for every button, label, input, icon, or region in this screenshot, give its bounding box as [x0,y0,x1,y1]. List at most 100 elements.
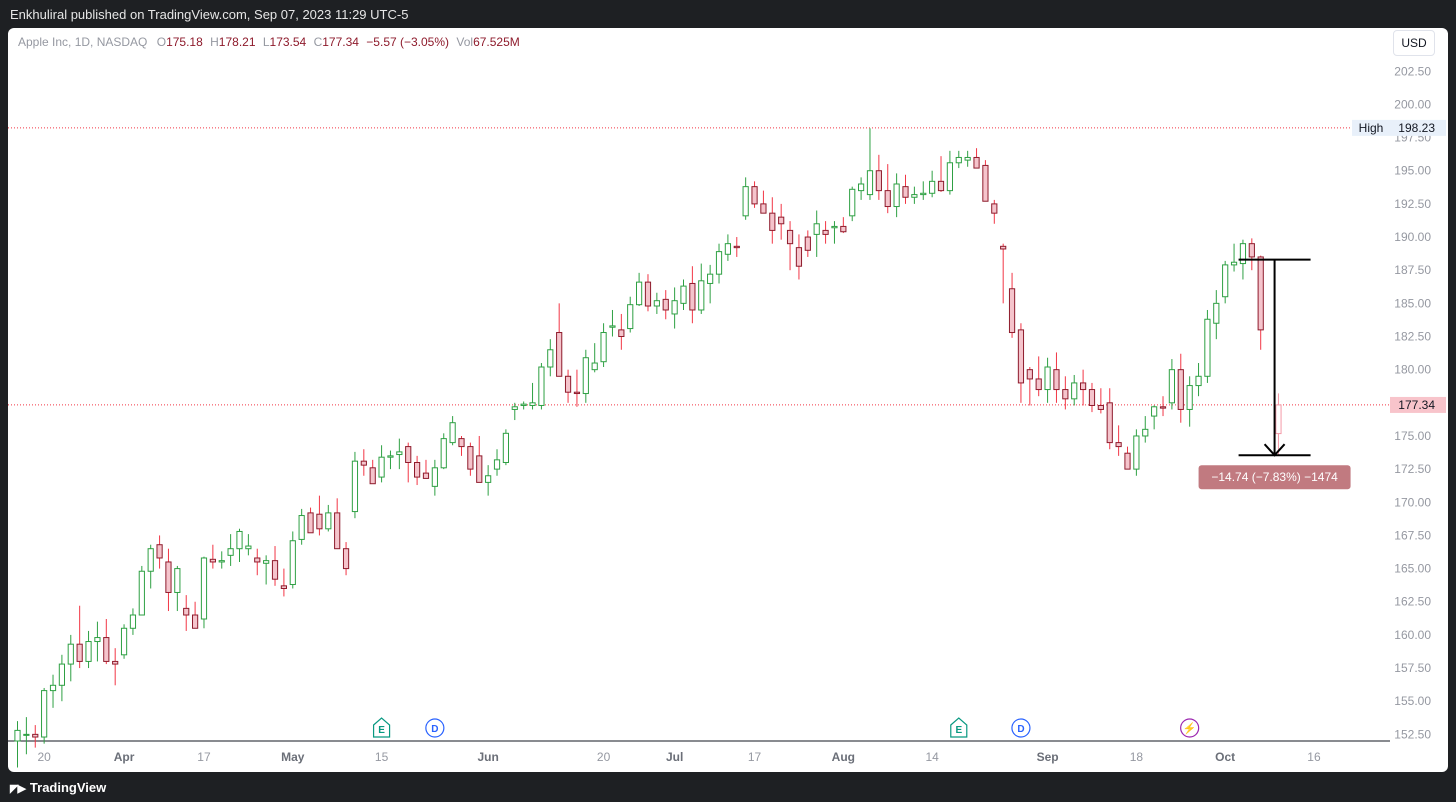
candle-body[interactable] [200,557,208,620]
candle-body[interactable] [840,225,847,233]
candle-body[interactable] [760,203,767,214]
candle-body[interactable] [1097,404,1104,410]
candle-body[interactable] [1008,288,1016,334]
candle-body[interactable] [192,614,199,629]
candle-body[interactable] [378,456,385,478]
candle-body[interactable] [511,406,518,410]
candle-body[interactable] [520,403,527,406]
candle-body[interactable] [41,690,48,738]
candle-body[interactable] [1142,428,1149,437]
candle-body[interactable] [120,627,128,656]
candle-body[interactable] [351,460,359,513]
candle-body[interactable] [955,156,962,164]
candle-body[interactable] [742,186,749,217]
candle-body[interactable] [1177,369,1184,410]
candle-body[interactable] [875,170,882,192]
candle-body[interactable] [627,304,634,330]
candle-body[interactable] [902,186,909,198]
candle-body[interactable] [280,585,287,589]
candle-body[interactable] [982,164,989,202]
candle-body[interactable] [946,162,953,192]
candle-body[interactable] [564,375,572,393]
candle-body[interactable] [360,460,367,466]
earnings-icon[interactable] [950,717,968,738]
candle-body[interactable] [103,637,110,662]
candle-body[interactable] [786,229,794,245]
candle-body[interactable] [529,402,536,406]
candle-body[interactable] [636,281,643,306]
candle-body[interactable] [1257,256,1264,331]
candle-body[interactable] [724,243,731,255]
candle-body[interactable] [67,643,74,665]
candle-body[interactable] [831,225,838,229]
event-icon[interactable] [1180,718,1200,738]
candle-body[interactable] [911,194,918,198]
candle-body[interactable] [538,366,545,406]
candle-body[interactable] [769,212,776,231]
candle-body[interactable] [147,548,154,572]
candle-body[interactable] [884,190,891,208]
candle-body[interactable] [973,156,980,169]
candle-body[interactable] [23,733,30,736]
candle-body[interactable] [653,300,660,307]
candle-body[interactable] [618,329,625,338]
candle-body[interactable] [1088,389,1096,406]
candle-body[interactable] [387,455,394,458]
candle-body[interactable] [342,548,350,570]
candle-body[interactable] [174,568,181,593]
candle-body[interactable] [449,422,456,444]
candle-body[interactable] [458,438,465,448]
candle-body[interactable] [1124,452,1131,470]
candle-body[interactable] [1133,435,1140,470]
candle-body[interactable] [245,545,252,550]
candle-body[interactable] [138,570,145,616]
candle-body[interactable] [893,183,900,208]
candle-body[interactable] [547,349,554,368]
candle-body[interactable] [778,216,785,225]
candle-body[interactable] [822,229,829,235]
candle-body[interactable] [733,245,740,249]
candle-body[interactable] [485,475,492,483]
candle-body[interactable] [58,663,65,686]
candle-body[interactable] [32,733,39,738]
candle-body[interactable] [94,637,101,643]
candle-body[interactable] [49,684,57,692]
dividend-icon[interactable] [1011,718,1031,738]
candle-body[interactable] [129,614,137,629]
candle-body[interactable] [680,285,687,304]
candle-body[interactable] [1044,366,1051,391]
candle-body[interactable] [858,183,865,192]
candle-body[interactable] [591,362,598,371]
candle-body[interactable] [112,660,119,665]
candle-body[interactable] [476,455,483,483]
candle-body[interactable] [156,544,163,559]
candle-body[interactable] [689,282,696,311]
candlestick-chart[interactable]: 152.50 155.00 157.50 160.00 162.50 165.00 167.… [8,28,1448,772]
candle-body[interactable] [502,432,509,463]
candle-body[interactable] [813,223,820,235]
candle-body[interactable] [271,560,279,580]
candle-body[interactable] [325,512,332,530]
candle-body[interactable] [236,530,243,550]
candle-body[interactable] [254,557,261,563]
candle-body[interactable] [556,332,563,377]
candle-body[interactable] [1035,378,1042,391]
candle-body[interactable] [707,273,714,284]
candle-body[interactable] [289,540,296,586]
candle-body[interactable] [609,325,616,328]
candle-body[interactable] [183,607,190,616]
candle-body[interactable] [396,451,403,456]
candle-body[interactable] [431,467,438,487]
candle-body[interactable] [804,236,811,251]
candle-body[interactable] [1000,245,1007,250]
candle-body[interactable] [1080,382,1087,391]
candle-body[interactable] [1053,369,1060,391]
candle-body[interactable] [209,558,216,563]
candle-body[interactable] [1151,406,1158,417]
candle-body[interactable] [1239,243,1247,265]
candle-body[interactable] [165,561,172,593]
candle-body[interactable] [1248,243,1255,258]
candle-body[interactable] [1062,389,1069,400]
candle-body[interactable] [1115,442,1122,448]
candle-body[interactable] [662,298,669,311]
